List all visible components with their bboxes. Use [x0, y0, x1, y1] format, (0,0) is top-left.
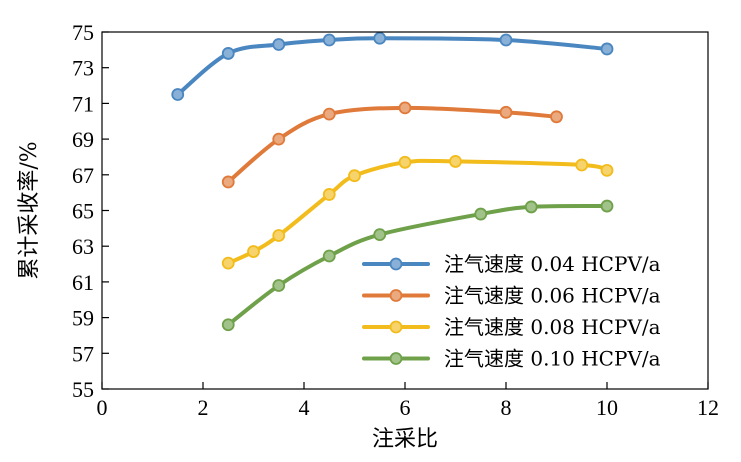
series-1-point-7: [600, 42, 614, 56]
series-2-point-3: [322, 107, 336, 121]
y-tick-label-2: 57: [72, 341, 94, 366]
series-1-point-6: [499, 33, 513, 47]
y-tick-label-11: 75: [72, 20, 94, 45]
series-2-point-2: [272, 132, 286, 146]
y-tick-label-5: 63: [72, 234, 94, 259]
y-tick-label-9: 71: [72, 91, 94, 116]
series-2-point-5: [499, 105, 513, 119]
series-2: [221, 101, 563, 189]
series-3-point-4: [322, 188, 336, 201]
y-tick-label-10: 73: [72, 56, 94, 81]
x-axis-title: 注采比: [372, 427, 438, 452]
legend-label-1: 注气速度 0.04 HCPV/a: [444, 252, 661, 276]
series-3-point-7: [449, 155, 462, 168]
series-2-point-6: [550, 110, 563, 124]
series-3-point-9: [600, 163, 614, 177]
series-4-point-4: [373, 228, 387, 241]
x-tick-label-7: 12: [697, 395, 719, 420]
legend-label-2: 注气速度 0.06 HCPV/a: [444, 284, 661, 308]
series-4-point-1: [221, 318, 235, 332]
legend-item-2: 注气速度 0.06 HCPV/a: [362, 284, 661, 308]
legend-item-4: 注气速度 0.10 HCPV/a: [362, 347, 661, 371]
y-tick-label-3: 59: [72, 306, 94, 331]
series-1-point-3: [272, 38, 286, 51]
legend-swatch-marker-1: [389, 257, 403, 271]
y-tick-label-8: 69: [72, 127, 94, 152]
series-1-point-5: [373, 31, 387, 45]
series-1-line: [175, 36, 609, 97]
series-3-point-3: [272, 229, 286, 242]
series-2-point-4: [398, 101, 412, 115]
series-3-point-5: [348, 169, 361, 183]
legend-swatch-marker-4: [389, 352, 403, 365]
x-tick-label-2: 2: [198, 395, 209, 420]
series-layer: [171, 31, 614, 332]
series-4-point-5: [474, 207, 488, 221]
y-tick-label-7: 67: [72, 163, 94, 188]
legend-item-3: 注气速度 0.08 HCPV/a: [362, 315, 661, 339]
series-4-point-6: [524, 200, 538, 214]
series-2-point-1: [221, 175, 235, 189]
x-tick-label-6: 10: [596, 395, 618, 420]
series-1: [171, 31, 614, 101]
series-3-point-8: [575, 158, 589, 172]
series-4-point-7: [600, 199, 614, 213]
series-3-point-1: [221, 256, 235, 270]
y-tick-label-6: 65: [72, 199, 94, 224]
x-tick-label-4: 6: [400, 395, 411, 420]
series-3: [221, 155, 614, 270]
axes-layer: 0 2 4 6 8 10 12 55 57 59 61 63 65 67 69 71 73 75: [72, 20, 719, 420]
series-4-point-3: [322, 249, 336, 263]
legend-label-3: 注气速度 0.08 HCPV/a: [444, 315, 661, 339]
series-4: [221, 199, 614, 332]
series-3-line: [226, 158, 609, 266]
y-axis-title: 累计采收率/%: [17, 141, 42, 279]
x-tick-label-5: 8: [501, 395, 512, 420]
series-1-point-2: [221, 47, 235, 60]
series-4-point-2: [272, 279, 286, 292]
legend-label-4: 注气速度 0.10 HCPV/a: [444, 347, 661, 371]
legend-item-1: 注气速度 0.04 HCPV/a: [362, 252, 661, 276]
legend-swatch-marker-2: [389, 289, 403, 302]
series-1-point-1: [171, 88, 185, 101]
y-tick-label-4: 61: [72, 270, 94, 295]
series-1-point-4: [322, 33, 336, 47]
legend-swatch-marker-3: [389, 320, 403, 334]
x-tick-label-1: 0: [97, 395, 108, 420]
series-3-point-2: [247, 245, 260, 258]
y-tick-label-1: 55: [72, 377, 94, 402]
series-3-point-6: [398, 155, 412, 169]
legend: 注气速度 0.04 HCPV/a 注气速度 0.06 HCPV/a 注气速度 0.0…: [362, 252, 661, 371]
x-tick-label-3: 4: [299, 395, 310, 420]
